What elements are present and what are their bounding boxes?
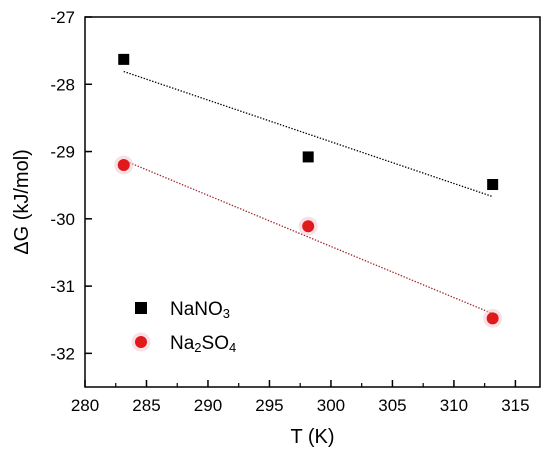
x-tick-label: 310 [440, 396, 468, 415]
y-tick-label: -29 [50, 143, 75, 162]
x-tick-label: 300 [317, 396, 345, 415]
fit-line [123, 159, 493, 315]
fit-lines [123, 70, 493, 315]
y-tick-label: -27 [50, 8, 75, 27]
data-point [118, 53, 130, 65]
y-tick-label: -32 [50, 344, 75, 363]
x-tick-label: 305 [378, 396, 406, 415]
legend-label: NaNO3 [170, 299, 230, 321]
y-tick-label: -30 [50, 210, 75, 229]
plot-frame [84, 16, 541, 388]
legend: NaNO3 Na2SO4 [131, 299, 236, 355]
data-point [487, 179, 499, 191]
fit-line [123, 70, 493, 198]
x-tick-label: 315 [501, 396, 529, 415]
x-tick-label: 280 [71, 396, 99, 415]
x-tick-label: 285 [132, 396, 160, 415]
data-point [302, 220, 315, 233]
data-point [486, 312, 499, 325]
legend-label: Na2SO4 [170, 333, 236, 355]
legend-marker [135, 302, 147, 314]
data-point [117, 159, 130, 171]
data-point [302, 151, 314, 163]
legend-marker [135, 336, 147, 348]
y-tick-label: -31 [50, 277, 75, 296]
data-points [114, 53, 503, 328]
y-axis-title: ΔG (kJ/mol) [11, 149, 33, 255]
y-tick-label: -28 [50, 75, 75, 94]
x-axis-title: T (K) [290, 426, 334, 448]
x-tick-label: 295 [255, 396, 283, 415]
x-tick-label: 290 [194, 396, 222, 415]
axis-ticks: 280 285 290 295 300 305 310 315 -32 -31 -30 -29 -28 -… [50, 8, 529, 415]
